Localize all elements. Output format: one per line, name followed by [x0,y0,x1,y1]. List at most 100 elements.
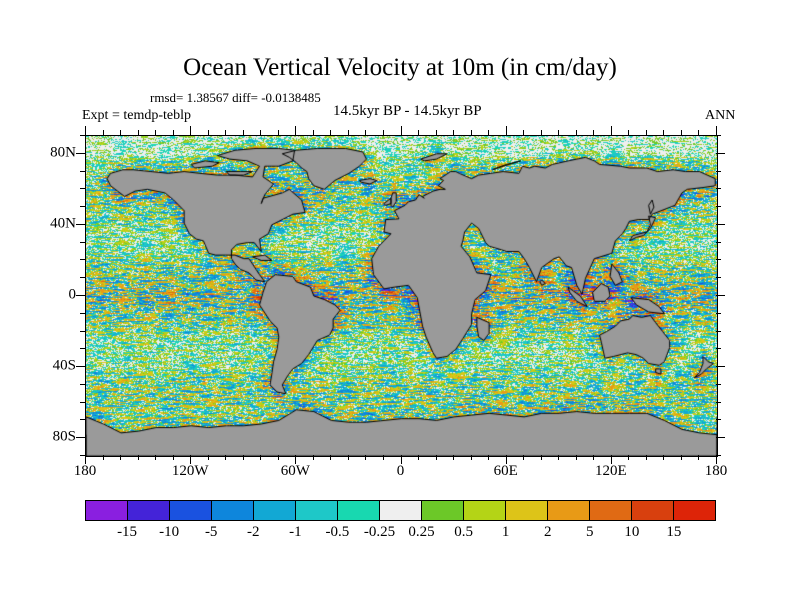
colorbar-tick-label: 2 [543,524,552,540]
axis-tick [488,130,490,135]
axis-tick [716,241,721,243]
colorbar-tick-label: 0.25 [408,524,435,540]
axis-tick [716,330,721,332]
axis-tick [680,130,682,135]
axis-tick [80,455,85,456]
axis-tick [716,312,721,314]
colorbar-tick-label: -1 [289,524,302,540]
axis-tick [610,126,612,135]
axis-tick [260,455,262,460]
axis-tick [716,348,721,350]
axis-tick [558,130,560,135]
axis-tick [80,188,85,190]
colorbar-tick-label: -2 [247,524,260,540]
axis-tick [190,126,192,135]
axis-tick [575,455,577,460]
axis-tick [488,455,490,460]
axis-tick [347,455,349,460]
axis-tick [716,188,721,190]
axis-tick [80,206,85,208]
axis-tick [225,455,227,460]
axis-tick [628,130,630,135]
colorbar-band [170,501,212,520]
axis-tick [435,130,437,135]
axis-tick [120,455,122,460]
axis-tick [470,455,472,460]
colorbar-band [506,501,548,520]
axis-tick [80,259,85,261]
axis-tick [716,455,721,456]
axis-tick [277,455,279,460]
colorbar-band [422,501,464,520]
axis-tick [190,455,192,464]
axis-tick [523,455,525,460]
axis-tick [698,130,700,135]
axis-tick [400,455,402,464]
colorbar-tick-label: -0.5 [325,524,350,540]
axis-tick [716,206,721,208]
colorbar [85,500,716,521]
axis-tick [663,455,665,460]
period-label: 14.5kyr BP - 14.5kyr BP [333,103,482,119]
axis-tick [102,130,104,135]
axis-tick [698,455,700,460]
axis-tick [716,401,721,403]
axis-tick [80,277,85,279]
axis-tick [540,455,542,460]
axis-tick [435,455,437,460]
axis-tick [716,152,725,154]
axis-tick [295,455,297,464]
page-title: Ocean Vertical Velocity at 10m (in cm/da… [183,54,617,81]
axis-tick [540,130,542,135]
axis-tick [225,130,227,135]
x-axis-tick-label: 60W [280,463,310,479]
axis-tick [137,130,139,135]
axis-tick [645,130,647,135]
colorbar-band [338,501,380,520]
axis-tick [453,455,455,460]
axis-tick [382,455,384,460]
axis-tick [80,401,85,403]
y-axis-tick-label: 40N [50,215,76,232]
axis-tick [80,348,85,350]
y-axis-tick-label: 80N [50,144,76,161]
axis-tick [207,455,209,460]
colorbar-tick-label: -0.25 [363,524,396,540]
axis-tick [505,455,507,464]
axis-tick [716,126,717,135]
axis-tick [593,130,595,135]
y-axis-tick-label: 80S [52,428,76,445]
colorbar-tick-label: -10 [159,524,180,540]
axis-tick [102,455,104,460]
axis-tick [610,455,612,464]
axis-tick [453,130,455,135]
map-plot-area [85,135,718,457]
axis-tick [365,130,367,135]
x-axis-tick-label: 180 [704,463,728,479]
axis-tick [470,130,472,135]
colorbar-tick-label: 10 [624,524,640,540]
axis-tick [663,130,665,135]
axis-tick [260,130,262,135]
axis-tick [172,130,174,135]
axis-tick [716,366,725,368]
axis-tick [418,130,420,135]
y-axis-tick-label: 40S [52,357,76,374]
colorbar-band [296,501,338,520]
colorbar-band [548,501,590,520]
axis-tick [382,130,384,135]
axis-tick [80,312,85,314]
axis-tick [242,130,244,135]
axis-tick [716,419,721,421]
y-axis-tick-label: 0 [68,286,77,303]
axis-tick [80,241,85,243]
axis-tick [120,130,122,135]
colorbar-band [674,501,715,520]
axis-tick [716,295,725,296]
colorbar-tick-label: 0.5 [454,524,473,540]
axis-tick [137,455,139,460]
axis-tick [716,277,721,279]
axis-tick [347,130,349,135]
axis-tick [80,170,85,172]
colorbar-tick-label: -15 [117,524,138,540]
